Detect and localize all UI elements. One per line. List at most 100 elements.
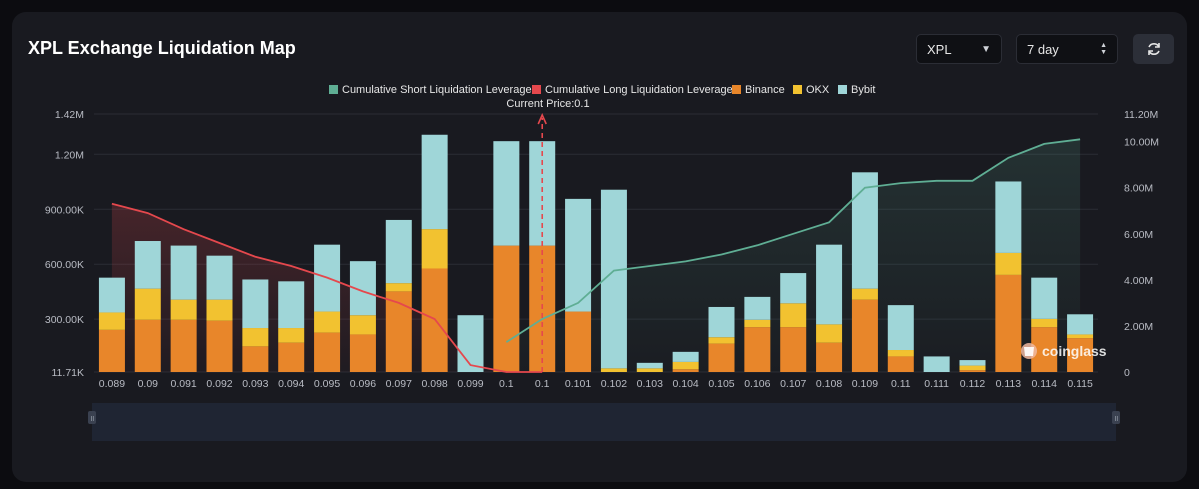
short-liquidation-area [506,139,1081,372]
bar-okx-9[interactable] [421,229,448,269]
range-slider-left-handle[interactable] [88,411,96,424]
bar-okx-20[interactable] [816,324,843,343]
x-tick-label: 0.107 [780,378,806,390]
watermark-text: coinglass [1042,343,1107,359]
legend-label-long: Cumulative Long Liquidation Leverage [545,84,733,96]
bar-binance-24[interactable] [959,370,986,372]
bar-bybit-19[interactable] [780,273,807,304]
bar-bybit-8[interactable] [385,219,412,284]
bar-bybit-24[interactable] [959,360,986,366]
bar-bybit-0[interactable] [98,277,125,313]
bar-okx-22[interactable] [887,350,914,357]
bar-bybit-15[interactable] [636,362,663,369]
x-tick-label: 0.105 [708,378,734,390]
bar-binance-11[interactable] [493,245,520,372]
bar-bybit-3[interactable] [206,255,233,300]
bar-binance-5[interactable] [278,342,305,372]
y-right-tick-label: 8.00M [1124,183,1153,195]
bar-binance-6[interactable] [314,332,341,372]
bar-binance-1[interactable] [134,319,161,372]
bar-binance-16[interactable] [672,369,699,372]
x-tick-label: 0.093 [242,378,268,390]
bar-binance-3[interactable] [206,320,233,372]
bar-okx-4[interactable] [242,328,269,347]
bar-okx-14[interactable] [600,368,627,372]
x-tick-label: 0.106 [744,378,770,390]
page-title: XPL Exchange Liquidation Map [28,38,296,58]
x-tick-label: 0.11 [891,378,911,390]
bar-bybit-21[interactable] [851,172,878,289]
bar-binance-17[interactable] [708,343,735,372]
bar-okx-24[interactable] [959,365,986,371]
bar-okx-15[interactable] [636,368,663,372]
bar-bybit-10[interactable] [457,315,484,372]
bar-bybit-11[interactable] [493,141,520,246]
bar-binance-20[interactable] [816,342,843,372]
symbol-select[interactable]: XPL ▼ [916,34,1002,64]
bar-okx-21[interactable] [851,288,878,300]
bar-bybit-23[interactable] [923,356,950,372]
bar-okx-18[interactable] [744,319,771,328]
bar-okx-1[interactable] [134,288,161,320]
bar-bybit-4[interactable] [242,279,269,329]
bar-bybit-27[interactable] [1067,314,1094,335]
x-tick-label: 0.098 [422,378,448,390]
x-tick-label: 0.096 [350,378,376,390]
x-tick-label: 0.1 [499,378,514,390]
bar-binance-21[interactable] [851,299,878,372]
bar-binance-27[interactable] [1067,338,1094,372]
bar-binance-4[interactable] [242,346,269,372]
refresh-button[interactable] [1133,34,1174,64]
x-tick-label: 0.102 [601,378,627,390]
bar-bybit-9[interactable] [421,134,448,230]
bar-okx-0[interactable] [98,312,125,330]
bar-okx-17[interactable] [708,337,735,344]
range-slider-right-handle[interactable] [1112,411,1120,424]
bar-okx-6[interactable] [314,311,341,333]
bar-binance-2[interactable] [170,319,197,372]
y-right-tick-label: 6.00M [1124,229,1153,241]
bar-bybit-2[interactable] [170,245,197,300]
bar-bybit-22[interactable] [887,305,914,351]
bar-okx-7[interactable] [349,315,376,335]
bar-binance-22[interactable] [887,356,914,372]
bar-bybit-1[interactable] [134,241,161,289]
bar-binance-0[interactable] [98,329,125,372]
bar-okx-27[interactable] [1067,334,1094,339]
bar-binance-7[interactable] [349,334,376,372]
bar-binance-19[interactable] [780,327,807,372]
bar-bybit-20[interactable] [816,244,843,325]
x-tick-label: 0.112 [960,378,986,390]
bar-binance-18[interactable] [744,327,771,372]
bar-binance-8[interactable] [385,291,412,372]
bar-okx-5[interactable] [278,328,305,343]
bar-binance-13[interactable] [565,311,592,372]
x-tick-label: 0.101 [565,378,591,390]
bar-binance-25[interactable] [995,274,1022,372]
bar-bybit-5[interactable] [278,281,305,329]
time-range-select[interactable]: 7 day ▲ ▼ [1016,34,1118,64]
y-right-tick-label: 11.20M [1124,109,1158,121]
bar-bybit-12[interactable] [529,141,556,246]
bar-okx-19[interactable] [780,303,807,328]
range-slider[interactable]: ॥ ॥ [88,403,1120,441]
bar-bybit-17[interactable] [708,306,735,338]
bar-bybit-26[interactable] [1031,277,1058,319]
y-left-tick-label: 1.42M [55,109,84,121]
x-tick-label: 0.091 [171,378,197,390]
current-price-arrow-icon [537,113,547,125]
bar-okx-26[interactable] [1031,318,1058,328]
legend-swatch-bybit [838,85,847,94]
bar-okx-16[interactable] [672,361,699,370]
bar-bybit-13[interactable] [565,198,592,312]
bar-okx-25[interactable] [995,252,1022,275]
y-right-tick-label: 10.00M [1124,137,1159,149]
legend-swatch-binance [732,85,741,94]
bar-bybit-16[interactable] [672,351,699,362]
bar-okx-3[interactable] [206,299,233,321]
legend-label-binance: Binance [745,84,785,96]
bar-bybit-18[interactable] [744,296,771,320]
bar-okx-8[interactable] [385,283,412,292]
bar-okx-2[interactable] [170,299,197,320]
bar-bybit-25[interactable] [995,181,1022,253]
